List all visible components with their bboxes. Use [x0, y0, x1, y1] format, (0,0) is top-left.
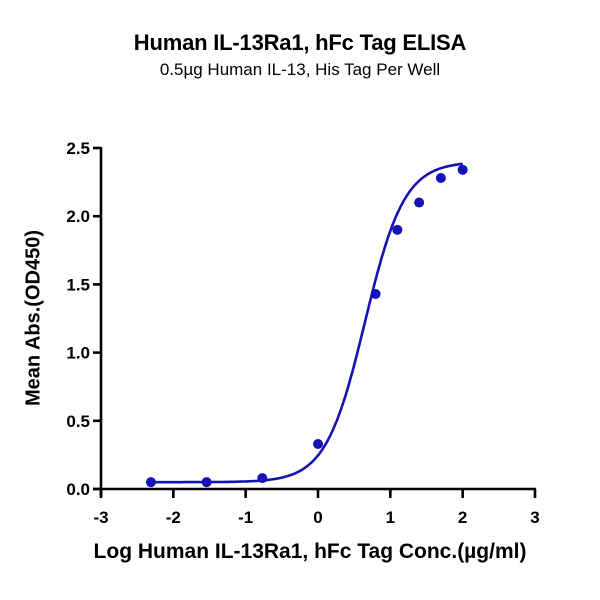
- data-point: [414, 197, 425, 208]
- data-point: [457, 164, 468, 175]
- fit-curve: [150, 162, 463, 484]
- y-tick-label: 0.5: [66, 412, 90, 431]
- axes: 0.0 0.5 1.0 1.5 2.0 2.5 -3 -2 -1 0 1 2 3: [66, 139, 539, 527]
- data-point: [257, 473, 268, 484]
- data-points: [145, 164, 468, 488]
- data-point: [313, 438, 323, 449]
- y-tick-label: 2.5: [66, 139, 90, 158]
- x-tick-label: -2: [166, 508, 181, 527]
- x-tick-label: 2: [458, 508, 467, 527]
- y-tick-label: 1.0: [66, 344, 90, 363]
- x-tick-label: -3: [93, 508, 108, 527]
- chart-subtitle: 0.5µg Human IL-13, His Tag Per Well: [159, 60, 441, 79]
- x-tick-label: 0: [313, 508, 322, 527]
- x-tick-label: 1: [386, 508, 395, 527]
- chart-title: Human IL-13Ra1, hFc Tag ELISA: [133, 30, 467, 55]
- data-point: [201, 477, 212, 488]
- data-point: [145, 477, 156, 488]
- x-tick-label: 3: [530, 508, 539, 527]
- y-tick-label: 1.5: [66, 275, 90, 294]
- x-tick-label: -1: [238, 508, 253, 527]
- x-axis-label: Log Human IL-13Ra1, hFc Tag Conc.(µg/ml): [93, 540, 527, 563]
- data-point: [392, 224, 403, 235]
- y-tick-label: 2.0: [66, 207, 90, 226]
- data-point: [435, 173, 446, 184]
- data-point: [370, 288, 381, 299]
- y-tick-label: 0.0: [66, 480, 90, 499]
